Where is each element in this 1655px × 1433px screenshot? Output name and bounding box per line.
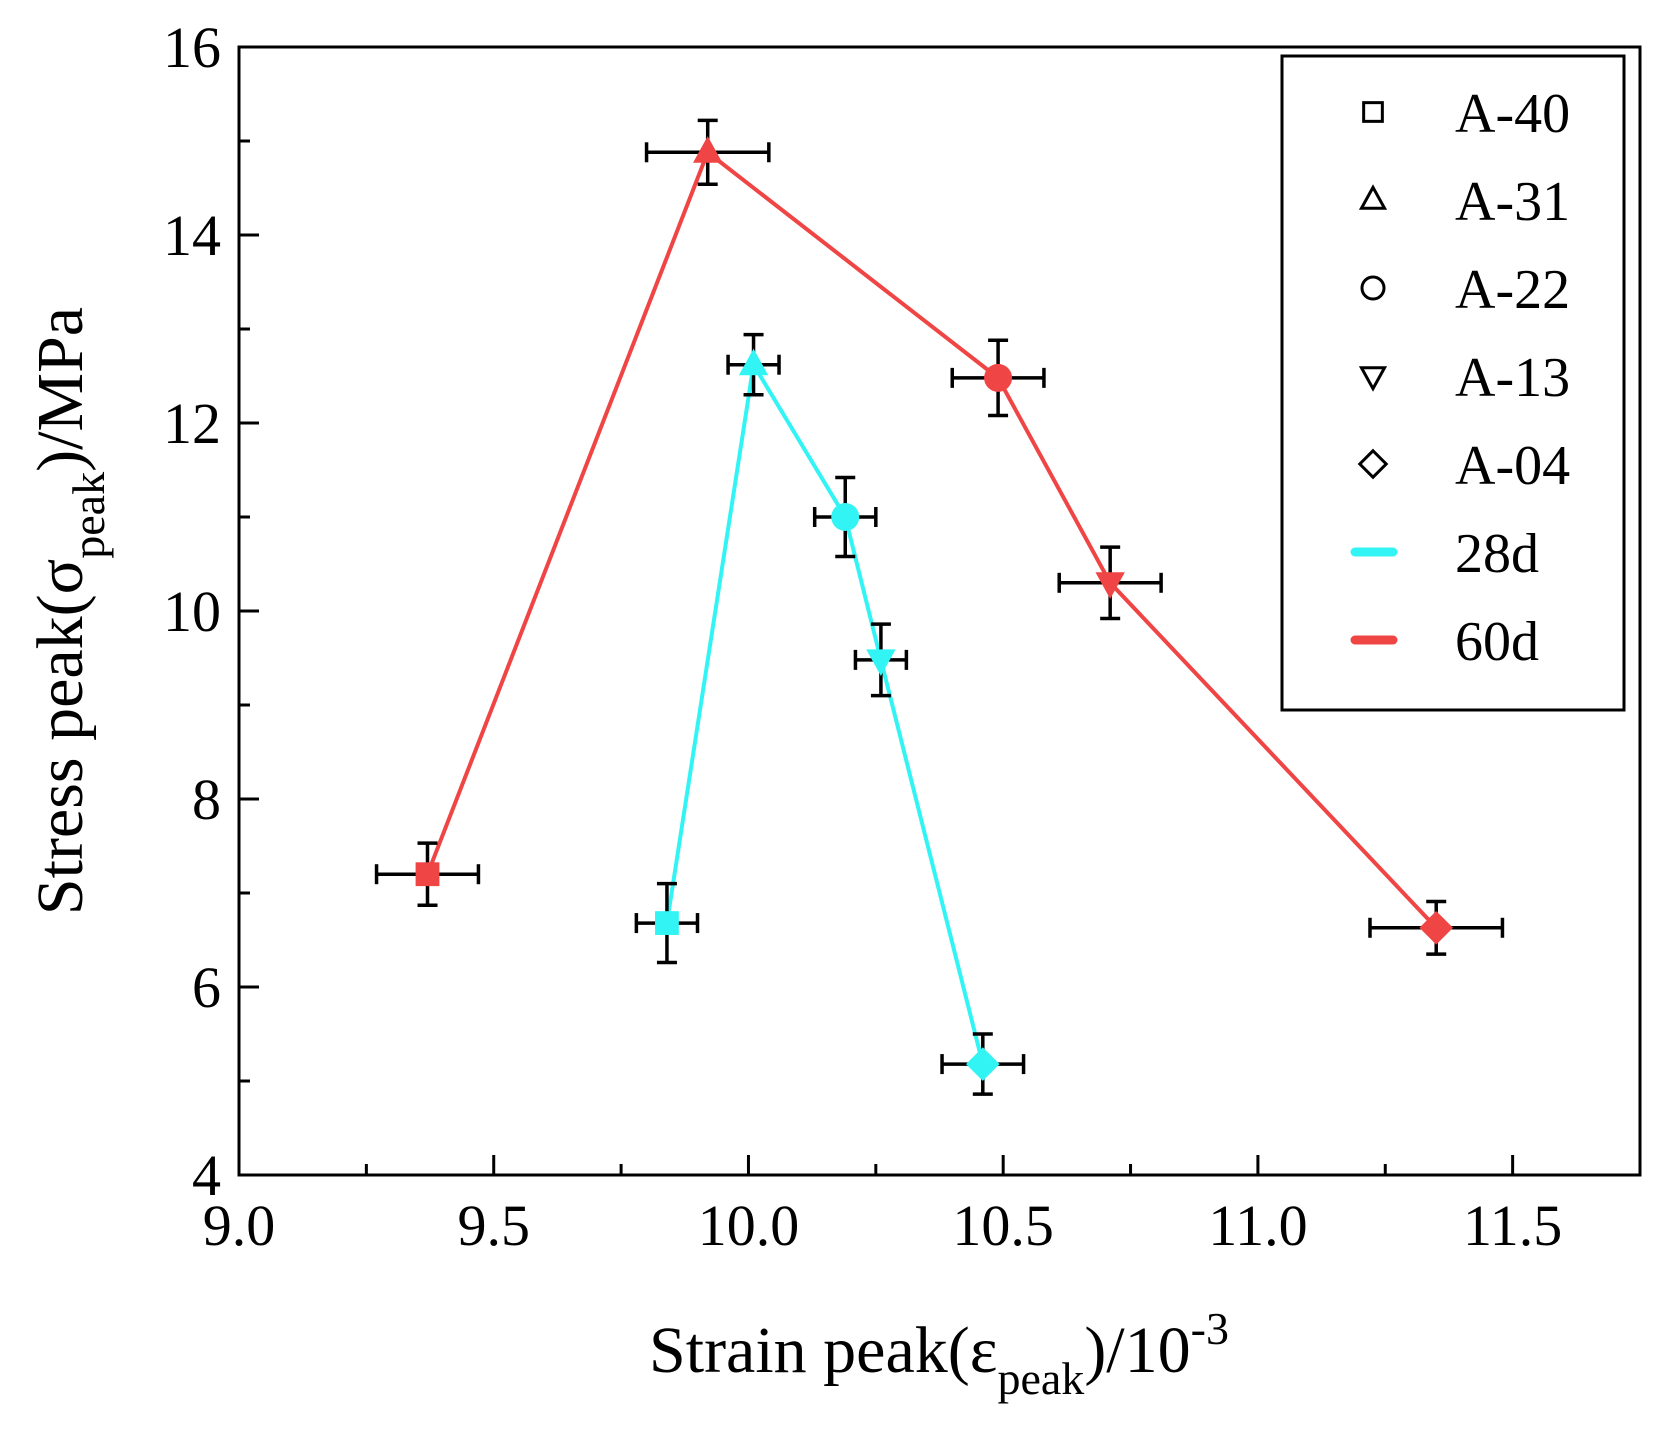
legend-marker-A-13	[1358, 366, 1388, 392]
point-28d-A-13	[866, 649, 896, 676]
legend-label-A-04: A-04	[1455, 435, 1570, 497]
legend-box	[1280, 54, 1626, 712]
legend: A-40 A-31 A-22 A-13 A-04 28d 60d	[1280, 54, 1626, 712]
x-tick-label: 10.0	[698, 1193, 800, 1258]
x-axis-title-sup: -3	[1191, 1303, 1229, 1354]
point-60d-A-04	[1419, 910, 1454, 945]
x-axis-title-base: Strain peak(ε	[649, 1314, 997, 1387]
legend-marker-A-22	[1360, 275, 1386, 301]
point-60d-A-22	[984, 363, 1013, 392]
legend-label-A-13: A-13	[1455, 347, 1570, 409]
legend-marker-A-31	[1358, 184, 1388, 210]
y-axis-title-tail: )/MPa	[24, 307, 97, 472]
y-axis-title-base: Stress peak(σ	[24, 559, 97, 915]
legend-label-28d: 28d	[1455, 523, 1539, 585]
series-60d	[374, 118, 1505, 956]
x-tick-label: 9.0	[203, 1193, 276, 1258]
y-tick-label: 14	[163, 203, 221, 268]
legend-label-60d: 60d	[1455, 611, 1539, 673]
legend-label-A-40: A-40	[1455, 83, 1570, 145]
point-28d-A-22	[831, 503, 860, 531]
y-tick-label: 10	[163, 579, 221, 644]
series-28d	[634, 332, 1026, 1096]
x-tick-label: 10.5	[952, 1193, 1054, 1258]
x-axis-title-sub: peak	[997, 1353, 1084, 1404]
y-axis-title-sub: peak	[63, 472, 114, 559]
x-tick-label: 9.5	[457, 1193, 530, 1258]
legend-label-A-22: A-22	[1455, 259, 1570, 321]
axis-ticks: 9.0 9.5 10.0 10.5 11.0 11.5 4 6 8 10 12 14 16	[163, 15, 1562, 1258]
x-tick-label: 11.5	[1463, 1193, 1562, 1258]
y-tick-label: 8	[192, 767, 221, 832]
legend-label-A-31: A-31	[1455, 171, 1570, 233]
point-28d-A-04	[966, 1047, 1000, 1081]
y-axis-title: Stress peak(σpeak)/MPa	[24, 307, 114, 915]
x-axis-title-mid: )/10	[1084, 1314, 1190, 1387]
point-60d-A-40	[415, 862, 440, 887]
point-28d-A-31	[738, 348, 769, 376]
legend-marker-A-04	[1357, 448, 1389, 480]
series-line-28d	[664, 358, 985, 1065]
y-tick-label: 6	[192, 955, 221, 1020]
point-28d-A-40	[655, 911, 679, 935]
y-tick-label: 12	[163, 391, 221, 456]
y-axis-title-group: Stress peak(σpeak)/MPa	[24, 307, 114, 915]
x-axis-title: Strain peak(εpeak)/10-3	[649, 1303, 1229, 1404]
legend-marker-A-40	[1362, 101, 1384, 123]
series-layer	[374, 118, 1505, 1096]
point-60d-A-31	[692, 136, 723, 163]
y-tick-label: 4	[192, 1143, 221, 1208]
legend-items: A-40 A-31 A-22 A-13 A-04 28d 60d	[1350, 83, 1570, 673]
y-tick-label: 16	[163, 15, 221, 80]
point-60d-A-13	[1095, 572, 1125, 599]
x-tick-label: 11.0	[1208, 1193, 1307, 1258]
